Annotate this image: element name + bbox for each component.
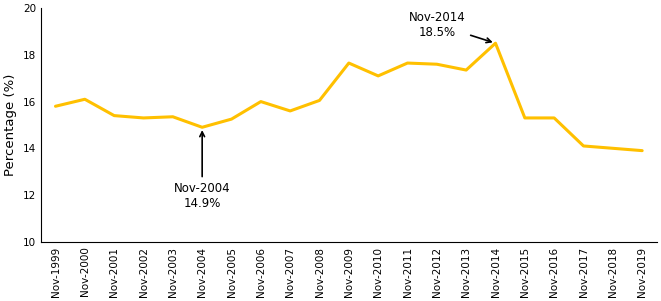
- Text: Nov-2014
18.5%: Nov-2014 18.5%: [408, 11, 491, 43]
- Text: Nov-2004
14.9%: Nov-2004 14.9%: [174, 132, 231, 210]
- Y-axis label: Percentage (%): Percentage (%): [4, 74, 17, 176]
